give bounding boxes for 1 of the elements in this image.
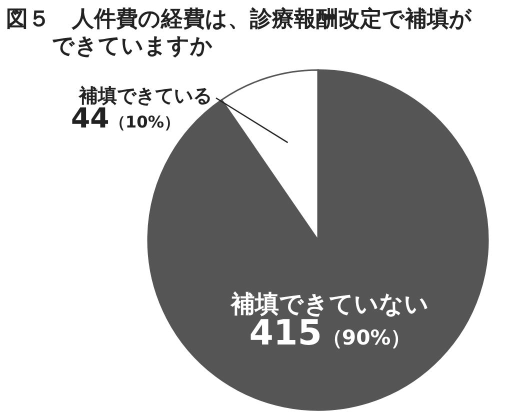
chart-title: 図５ 人件費の経費は、診療報酬改定で補填ができていますか	[6, 6, 473, 60]
